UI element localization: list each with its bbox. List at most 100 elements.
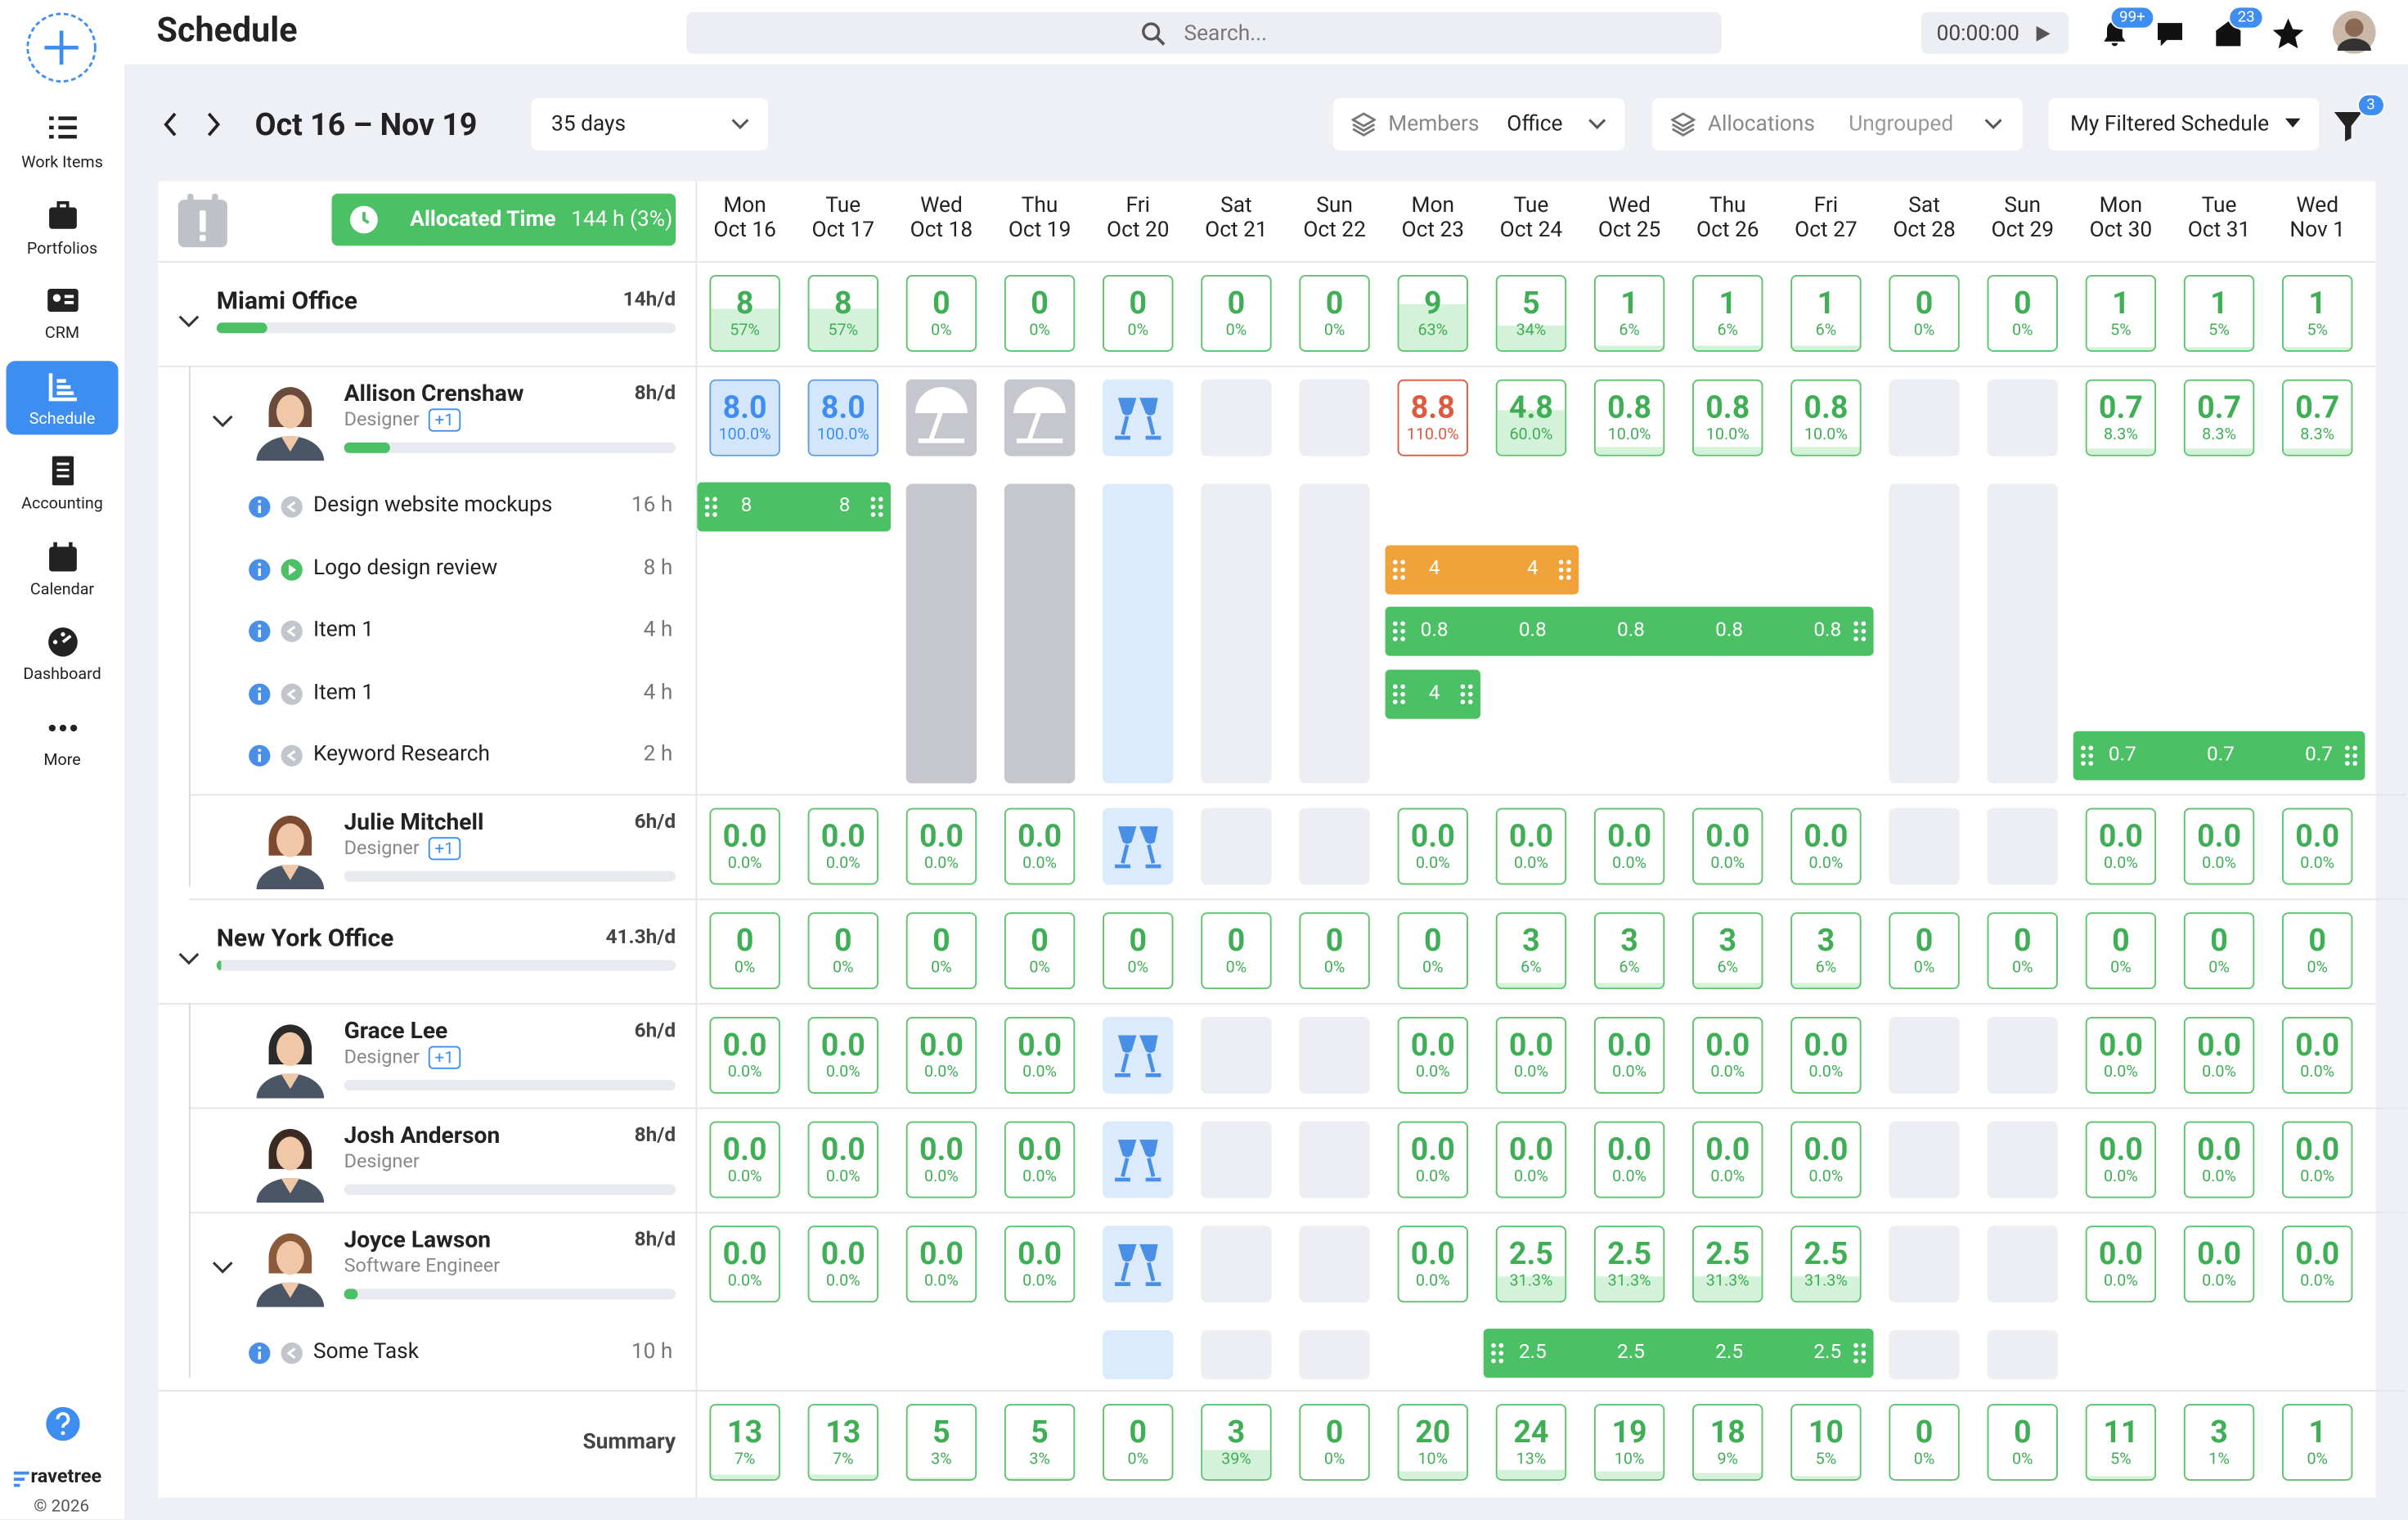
filter-button[interactable] xyxy=(2333,109,2364,142)
collapse-toggle[interactable] xyxy=(178,313,200,329)
nav-item[interactable]: Portfolios xyxy=(7,190,119,263)
timer[interactable]: 00:00:00 xyxy=(1921,12,2069,54)
allocation-cell[interactable]: 0.0 0.0% xyxy=(807,807,878,884)
allocation-cell[interactable]: 9 63% xyxy=(1397,275,1468,352)
allocation-cell[interactable]: 0.0 0.0% xyxy=(2183,807,2255,884)
allocation-cell[interactable]: 3 1% xyxy=(2183,1404,2255,1481)
allocation-cell[interactable]: 1 6% xyxy=(1790,275,1862,352)
nav-item[interactable]: More xyxy=(7,701,119,775)
allocation-cell[interactable]: 0.0 0.0% xyxy=(1495,1015,1567,1093)
allocation-cell[interactable]: 0.0 0.0% xyxy=(1397,1120,1468,1198)
allocation-cell[interactable]: 18 9% xyxy=(1692,1404,1763,1481)
allocation-cell[interactable]: 13 7% xyxy=(709,1404,780,1481)
allocation-cell[interactable]: 0.0 0.0% xyxy=(1593,1015,1665,1093)
allocation-cell[interactable]: 0 0% xyxy=(1299,1404,1370,1481)
allocation-cell[interactable]: 0.8 10.0% xyxy=(1790,379,1862,456)
drag-handle[interactable] xyxy=(1853,621,1867,642)
allocation-cell[interactable]: 0.0 0.0% xyxy=(1004,1015,1076,1093)
task-icons[interactable] xyxy=(247,744,303,768)
allocation-cell[interactable]: 0 0% xyxy=(807,911,878,989)
drag-handle[interactable] xyxy=(2345,745,2358,767)
allocation-cell[interactable]: 8 57% xyxy=(807,275,878,352)
drag-handle[interactable] xyxy=(870,497,883,518)
allocation-cell[interactable]: 0 0% xyxy=(1103,1404,1174,1481)
allocation-cell[interactable]: 0 0% xyxy=(2282,911,2353,989)
allocation-cell[interactable]: 0.0 0.0% xyxy=(1593,1120,1665,1198)
allocation-cell[interactable]: 0.0 0.0% xyxy=(1790,1120,1862,1198)
allocation-cell[interactable]: 0.0 0.0% xyxy=(709,1015,780,1093)
collapse-toggle[interactable] xyxy=(212,413,233,429)
allocation-cell[interactable]: 0.0 0.0% xyxy=(905,1225,977,1302)
allocation-cell[interactable]: 1 5% xyxy=(2085,275,2157,352)
allocation-cell[interactable]: 0 0% xyxy=(1201,911,1272,989)
allocation-cell[interactable]: 0 0% xyxy=(1397,911,1468,989)
allocation-cell[interactable]: 8 57% xyxy=(709,275,780,352)
allocation-cell[interactable]: 0.0 0.0% xyxy=(905,1120,977,1198)
drag-handle[interactable] xyxy=(1392,621,1405,642)
allocation-cell[interactable]: 0.0 0.0% xyxy=(2282,1225,2353,1302)
allocation-cell[interactable]: 0.0 0.0% xyxy=(2282,807,2353,884)
allocation-cell[interactable]: 0.0 0.0% xyxy=(807,1225,878,1302)
allocation-cell[interactable]: 8.0 100.0% xyxy=(807,379,878,456)
allocation-cell[interactable]: 0 0% xyxy=(1201,275,1272,352)
drag-handle[interactable] xyxy=(1392,683,1405,704)
allocation-cell[interactable]: 0 0% xyxy=(1889,1404,1960,1481)
allocation-cell[interactable]: 1 6% xyxy=(1593,275,1665,352)
allocation-bar[interactable]: 0.7 0.7 0.7 xyxy=(2073,731,2365,781)
collapse-toggle[interactable] xyxy=(212,1259,233,1275)
allocation-cell[interactable]: 0.0 0.0% xyxy=(1397,1225,1468,1302)
allocation-cell[interactable]: 0.0 0.0% xyxy=(1397,1015,1468,1093)
allocation-cell[interactable]: 0 0% xyxy=(1987,275,2058,352)
allocation-cell[interactable]: 0.0 0.0% xyxy=(905,1015,977,1093)
allocation-cell[interactable]: 5 34% xyxy=(1495,275,1567,352)
allocation-cell[interactable]: 0.0 0.0% xyxy=(709,807,780,884)
allocation-cell[interactable]: 0 0% xyxy=(1299,275,1370,352)
task-icons[interactable] xyxy=(247,495,303,519)
allocation-cell[interactable]: 1 5% xyxy=(2183,275,2255,352)
search-box[interactable]: Search... xyxy=(686,12,1722,54)
allocation-cell[interactable]: 0.0 0.0% xyxy=(1692,1120,1763,1198)
nav-item[interactable]: Work Items xyxy=(7,105,119,178)
drag-handle[interactable] xyxy=(2081,745,2094,767)
allocation-cell[interactable]: 0.0 0.0% xyxy=(1004,807,1076,884)
allocation-cell[interactable]: 0.0 0.0% xyxy=(2282,1015,2353,1093)
allocation-cell[interactable]: 0.0 0.0% xyxy=(2085,1015,2157,1093)
allocation-bar[interactable]: 4 xyxy=(1385,669,1480,719)
allocation-cell[interactable]: 2.5 31.3% xyxy=(1593,1225,1665,1302)
allocation-cell[interactable]: 8.8 110.0% xyxy=(1397,379,1468,456)
allocation-cell[interactable]: 0.0 0.0% xyxy=(1004,1225,1076,1302)
drag-handle[interactable] xyxy=(1392,559,1405,580)
allocation-cell[interactable]: 0.0 0.0% xyxy=(1692,807,1763,884)
allocation-cell[interactable]: 1 5% xyxy=(2282,275,2353,352)
nav-item[interactable]: Schedule xyxy=(6,360,119,434)
drag-handle[interactable] xyxy=(1558,559,1571,580)
extra-roles[interactable]: +1 xyxy=(429,408,460,432)
allocation-cell[interactable]: 0 0% xyxy=(905,275,977,352)
allocation-cell[interactable]: 3 6% xyxy=(1495,911,1567,989)
allocation-cell[interactable]: 0 0% xyxy=(2183,911,2255,989)
allocation-cell[interactable]: 0 0% xyxy=(1103,911,1174,989)
allocation-cell[interactable]: 5 3% xyxy=(905,1404,977,1481)
allocation-cell[interactable]: 8.0 100.0% xyxy=(709,379,780,456)
allocation-cell[interactable]: 0.0 0.0% xyxy=(1790,807,1862,884)
allocation-cell[interactable]: 11 5% xyxy=(2085,1404,2157,1481)
allocation-cell[interactable]: 0.0 0.0% xyxy=(807,1015,878,1093)
date-nav[interactable] xyxy=(159,109,221,140)
allocation-cell[interactable]: 0 0% xyxy=(1004,911,1076,989)
allocation-bar[interactable]: 0.8 0.8 0.8 0.8 0.8 xyxy=(1385,607,1874,657)
allocation-cell[interactable]: 0.8 10.0% xyxy=(1593,379,1665,456)
star-icon[interactable] xyxy=(2271,17,2305,51)
allocation-cell[interactable]: 0 0% xyxy=(1889,911,1960,989)
filter-select[interactable]: My Filtered Schedule xyxy=(2048,98,2320,151)
allocation-cell[interactable]: 0.0 0.0% xyxy=(2085,1225,2157,1302)
allocation-cell[interactable]: 0.0 0.0% xyxy=(807,1120,878,1198)
allocation-cell[interactable]: 10 5% xyxy=(1790,1404,1862,1481)
allocation-cell[interactable]: 0.0 0.0% xyxy=(709,1120,780,1198)
allocation-cell[interactable]: 3 6% xyxy=(1593,911,1665,989)
allocation-cell[interactable]: 0.0 0.0% xyxy=(1593,807,1665,884)
allocation-cell[interactable]: 0 0% xyxy=(1987,911,2058,989)
help-button[interactable] xyxy=(44,1405,81,1442)
task-icons[interactable] xyxy=(247,681,303,706)
drag-handle[interactable] xyxy=(1491,1342,1504,1364)
